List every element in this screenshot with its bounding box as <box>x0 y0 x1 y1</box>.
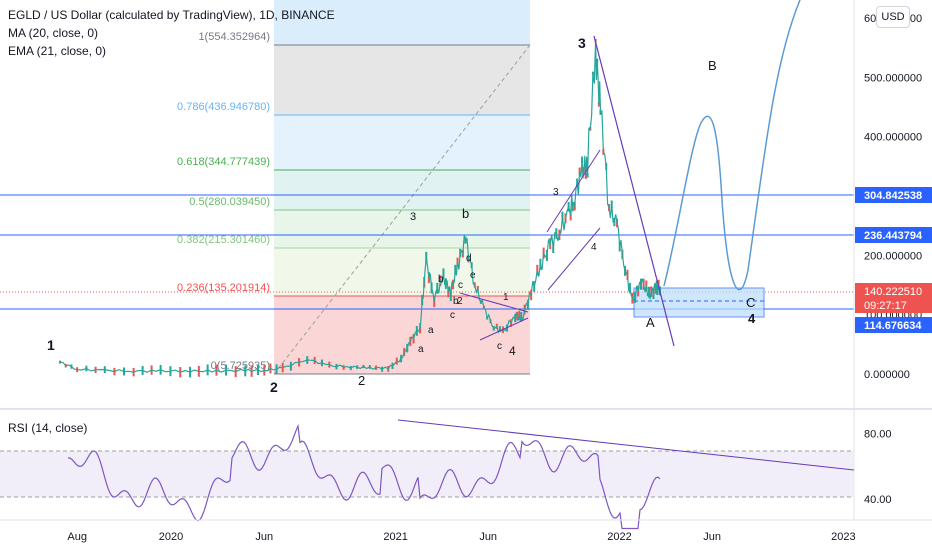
time-axis-label: 2021 <box>383 531 407 543</box>
trendline-top[interactable] <box>593 35 675 347</box>
fib-label-236: 0.236(135.201914) <box>177 282 270 294</box>
minor-wave-label[interactable]: b <box>453 296 459 307</box>
price-tag-bg <box>855 227 932 243</box>
price-tag-bg <box>855 317 932 333</box>
price-axis-label: 400.000000 <box>864 132 922 144</box>
minor-wave-label[interactable]: c <box>497 341 502 352</box>
minor-wave-label[interactable]: e <box>470 270 476 281</box>
wave-label[interactable]: 3 <box>578 35 586 51</box>
fib-label-5: 0.5(280.039450) <box>189 196 270 208</box>
fib-labels: 1(554.352964) 0.786(436.946780) 0.618(34… <box>177 31 270 372</box>
time-axis-label: Jun <box>255 531 273 543</box>
fib-label-1: 1(554.352964) <box>198 31 270 43</box>
ma-legend[interactable]: MA (20, close, 0) <box>8 26 99 40</box>
trendline-b-lower[interactable] <box>479 317 529 341</box>
fib-label-0: 0(5.725935) <box>211 360 270 372</box>
wave-label[interactable]: 1 <box>47 337 55 353</box>
minor-wave-label[interactable]: a <box>418 344 424 355</box>
countdown-label: 09:27:17 <box>864 300 907 312</box>
wave-label[interactable]: B <box>708 58 717 73</box>
wave-label[interactable]: b <box>462 206 469 221</box>
fib-zone-lightblue <box>274 115 530 170</box>
current-price-label: 140.222510 <box>864 286 922 298</box>
fib-zone-lightgreen <box>274 248 530 296</box>
wave-label[interactable]: 4 <box>509 344 516 358</box>
minor-wave-label[interactable]: 2 <box>457 296 463 307</box>
rsi-trendline[interactable] <box>397 419 855 471</box>
rsi-band <box>0 451 854 497</box>
fib-label-786: 0.786(436.946780) <box>177 101 270 113</box>
price-candle <box>581 156 584 163</box>
minor-wave-label[interactable]: d <box>466 253 472 264</box>
price-axis-label: 200.000000 <box>864 250 922 262</box>
fib-zone-green <box>274 210 530 248</box>
rsi-axis-ticks: 40.00 80.00 <box>864 429 892 507</box>
time-axis-ticks: Aug 2020 Jun 2021 Jun 2022 Jun 2023 <box>67 531 855 543</box>
wave-label[interactable]: 2 <box>270 379 278 395</box>
currency-badge[interactable]: USD <box>876 6 910 28</box>
time-axis-label: 2020 <box>159 531 183 543</box>
price-tag-label: 236.443794 <box>864 230 923 242</box>
time-axis-label: Aug <box>67 531 87 543</box>
price-axis-label: 500.000000 <box>864 72 922 84</box>
rsi-line <box>67 423 661 530</box>
minor-wave-label[interactable]: 1 <box>503 292 509 303</box>
fib-zone-gray <box>274 45 530 115</box>
current-price-tag-bg <box>855 283 932 313</box>
minor-wave-label[interactable]: 3 <box>553 187 559 198</box>
ema-legend[interactable]: EMA (21, close, 0) <box>8 44 107 58</box>
time-axis-label: 2022 <box>607 531 631 543</box>
fib-zone-teal <box>274 170 530 210</box>
fib-zone-blue <box>274 0 530 45</box>
minor-wave-label[interactable]: c <box>458 280 463 291</box>
fib-label-618: 0.618(344.777439) <box>177 156 270 168</box>
price-tag-label: 114.676634 <box>864 320 922 332</box>
trendline-wedge-lower[interactable] <box>547 227 601 291</box>
minor-wave-label[interactable]: a <box>428 325 434 336</box>
fib-label-382: 0.382(215.301460) <box>177 234 270 246</box>
rsi-axis-label: 40.00 <box>864 494 892 506</box>
price-tags: 304.842538 236.443794 114.676634 140.222510… <box>855 187 932 333</box>
rsi-legend[interactable]: RSI (14, close) <box>8 421 88 435</box>
time-axis-label: 2023 <box>831 531 855 543</box>
chart-title[interactable]: EGLD / US Dollar (calculated by TradingV… <box>8 8 335 22</box>
trendline-b-upper[interactable] <box>459 292 529 313</box>
wave-label[interactable]: 3 <box>410 211 416 223</box>
price-line <box>59 40 661 373</box>
rsi-axis-label: 80.00 <box>864 429 892 441</box>
minor-wave-label[interactable]: c <box>450 310 455 321</box>
time-axis-label: Jun <box>479 531 497 543</box>
wave-label[interactable]: 2 <box>358 373 365 388</box>
wave-label[interactable]: A <box>646 315 655 330</box>
price-axis-label: 0.000000 <box>864 369 910 381</box>
wave-label[interactable]: 4 <box>748 311 756 326</box>
minor-wave-label[interactable]: b <box>438 274 444 285</box>
wave-label[interactable]: C <box>746 295 755 310</box>
price-tag-bg <box>855 187 932 203</box>
price-tag-label: 304.842538 <box>864 190 922 202</box>
projection-path[interactable] <box>663 0 801 291</box>
trendline-wedge-upper[interactable] <box>546 149 601 233</box>
minor-wave-label[interactable]: 4 <box>591 242 597 253</box>
time-axis-label: Jun <box>703 531 721 543</box>
